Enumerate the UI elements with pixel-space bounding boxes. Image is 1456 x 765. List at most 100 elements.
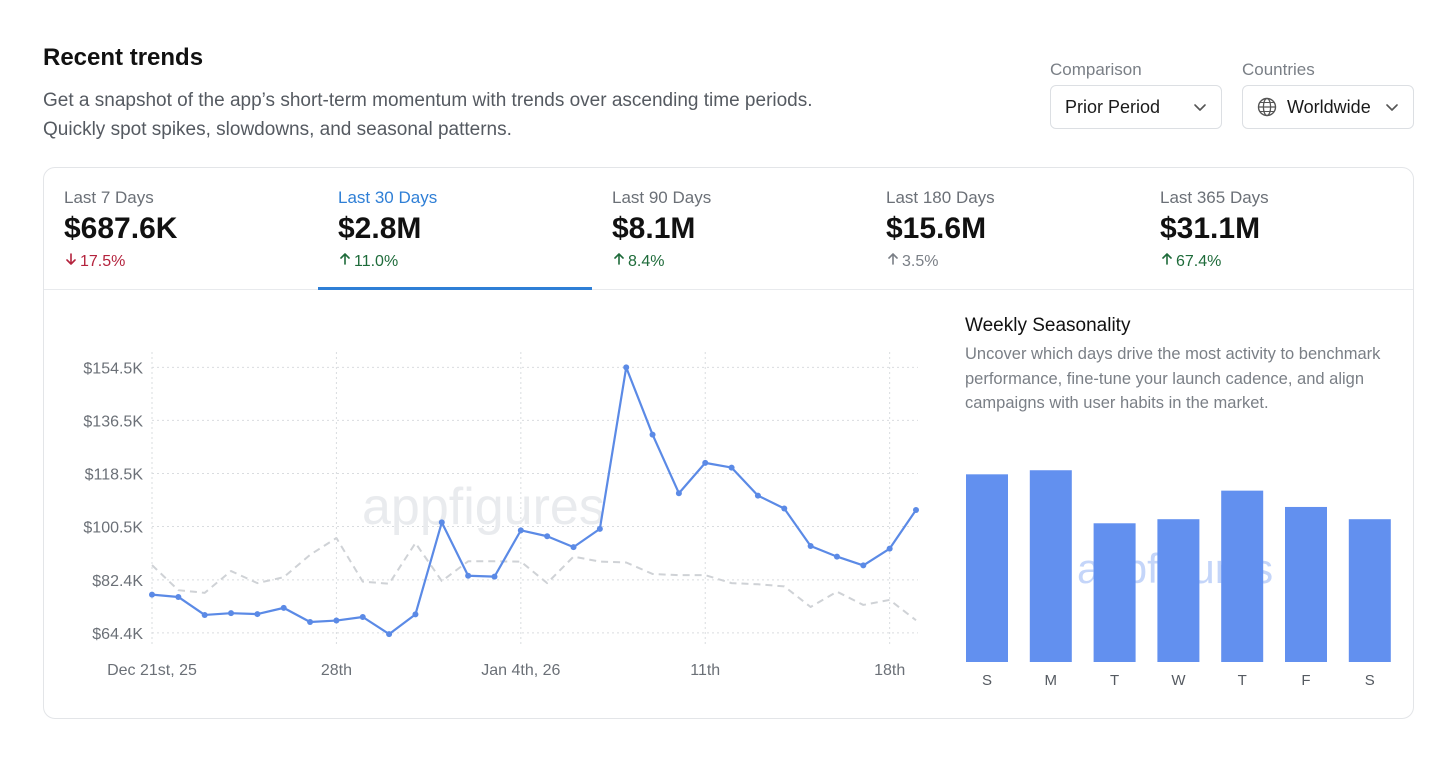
tab-change: 17.5% [64, 252, 125, 271]
tab-label: Last 7 Days [64, 188, 154, 207]
seasonality-bar[interactable] [1285, 506, 1327, 662]
tab-label: Last 90 Days [612, 188, 712, 207]
seasonality-bar[interactable] [1157, 519, 1200, 662]
data-point[interactable] [254, 611, 261, 618]
tab-label: Last 180 Days [886, 188, 995, 207]
revenue-line-chart: appfigures $64.4K $82.4K $100.5K $118.5K $13… [83, 352, 919, 679]
tab-last-7-days[interactable]: Last 7 Days $687.6K 17.5% [44, 168, 318, 290]
data-point[interactable] [702, 459, 709, 466]
y-tick-label: $82.4K [92, 573, 143, 590]
prior-period-line [151, 537, 917, 622]
tab-last-180-days[interactable]: Last 180 Days $15.6M 3.5% [866, 168, 1140, 290]
data-point[interactable] [754, 492, 761, 499]
data-point[interactable] [807, 542, 814, 549]
seasonality-bar[interactable] [1029, 470, 1072, 662]
chevron-down-icon [1193, 100, 1207, 114]
y-tick-label: $64.4K [92, 626, 143, 643]
data-point[interactable] [201, 611, 208, 618]
day-label: S [982, 672, 992, 689]
data-point[interactable] [649, 431, 656, 438]
day-label: W [1171, 672, 1186, 689]
tab-label: Last 365 Days [1160, 188, 1269, 207]
trends-card: Last 7 Days $687.6K 17.5% Last 30 Days $… [43, 167, 1414, 719]
tab-last-90-days[interactable]: Last 90 Days $8.1M 8.4% [592, 168, 866, 290]
day-label: T [1110, 672, 1119, 689]
data-point[interactable] [544, 533, 551, 540]
arrow-down-icon [64, 252, 78, 271]
y-tick-label: $136.5K [83, 413, 143, 430]
seasonality-title: Weekly Seasonality [965, 315, 1131, 336]
arrow-up-icon [612, 252, 626, 271]
page-description: Get a snapshot of the app’s short-term m… [43, 90, 813, 140]
data-point[interactable] [596, 525, 603, 532]
data-point[interactable] [412, 611, 419, 618]
x-tick-label: 28th [321, 662, 352, 679]
arrow-up-icon [886, 252, 900, 271]
arrow-up-icon [1160, 252, 1174, 271]
tab-last-30-days[interactable]: Last 30 Days $2.8M 11.0% [318, 168, 592, 290]
comparison-dropdown[interactable]: Prior Period [1050, 85, 1222, 129]
tab-value: $31.1M [1160, 212, 1261, 245]
data-point[interactable] [728, 464, 735, 471]
change-value: 3.5% [902, 252, 939, 270]
data-point[interactable] [465, 572, 472, 579]
x-tick-label: Jan 4th, 26 [481, 662, 560, 679]
active-tab-underline [318, 287, 592, 290]
seasonality-bar[interactable] [1348, 519, 1391, 662]
data-point[interactable] [623, 364, 630, 371]
change-value: 67.4% [1176, 252, 1222, 270]
comparison-value: Prior Period [1065, 96, 1161, 117]
tabs-divider [44, 289, 1413, 290]
tab-change: 67.4% [1160, 252, 1221, 271]
tab-value: $687.6K [64, 212, 178, 245]
data-point[interactable] [333, 617, 340, 624]
countries-value: Worldwide [1287, 96, 1371, 117]
tab-change: 11.0% [338, 252, 398, 271]
page-title: Recent trends [43, 44, 204, 71]
data-point[interactable] [491, 573, 498, 580]
data-point[interactable] [675, 490, 682, 497]
data-point[interactable] [781, 505, 788, 512]
data-point[interactable] [149, 591, 155, 598]
arrow-up-icon [338, 252, 352, 271]
data-point[interactable] [860, 562, 867, 569]
tab-change: 8.4% [612, 252, 664, 271]
countries-dropdown[interactable]: Worldwide [1242, 85, 1414, 129]
x-tick-label: 18th [874, 662, 905, 679]
change-value: 8.4% [628, 252, 665, 270]
data-point[interactable] [833, 553, 840, 560]
globe-icon [1257, 97, 1277, 117]
y-tick-label: $100.5K [83, 520, 143, 537]
seasonality-bar[interactable] [1221, 490, 1264, 662]
data-point[interactable] [517, 527, 524, 534]
data-point[interactable] [913, 507, 919, 514]
tab-change: 3.5% [886, 252, 938, 271]
data-point[interactable] [570, 544, 577, 551]
data-point[interactable] [175, 593, 182, 600]
data-point[interactable] [228, 610, 235, 617]
chevron-down-icon [1385, 100, 1399, 114]
x-tick-label: Dec 21st, 25 [107, 662, 197, 679]
change-value: 11.0% [354, 252, 399, 270]
data-point[interactable] [280, 604, 287, 611]
data-point[interactable] [359, 614, 366, 621]
y-tick-label: $118.5K [85, 466, 144, 483]
seasonality-bar[interactable] [966, 474, 1008, 662]
comparison-label: Comparison [1050, 60, 1142, 79]
day-label: T [1238, 672, 1247, 689]
tab-value: $15.6M [886, 212, 987, 245]
y-tick-label: $154.5K [83, 360, 143, 377]
data-point[interactable] [438, 519, 445, 526]
data-point[interactable] [886, 545, 893, 552]
current-period-line [151, 366, 917, 636]
countries-label: Countries [1242, 60, 1315, 79]
day-label: S [1365, 672, 1375, 689]
data-point[interactable] [307, 619, 314, 626]
data-point[interactable] [386, 631, 393, 638]
change-value: 17.5% [80, 252, 126, 270]
day-label: F [1301, 672, 1310, 689]
seasonality-bar[interactable] [1093, 523, 1136, 662]
tab-last-365-days[interactable]: Last 365 Days $31.1M 67.4% [1140, 168, 1414, 290]
tab-value: $8.1M [612, 212, 696, 245]
